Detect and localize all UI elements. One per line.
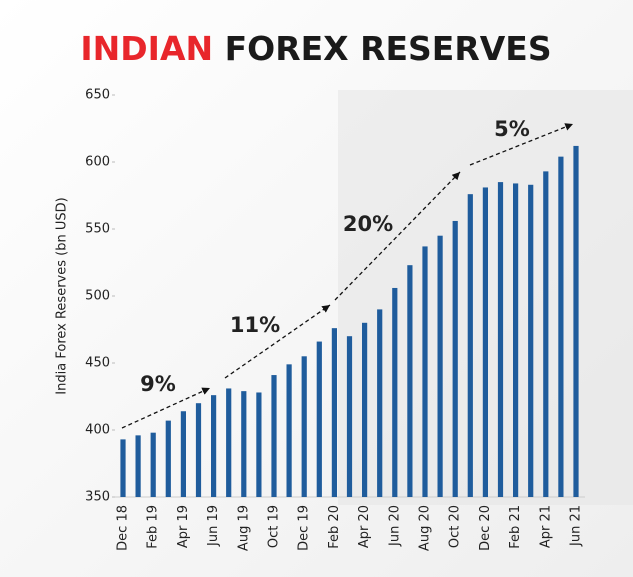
y-tick-label: 650 bbox=[85, 88, 110, 103]
y-axis-label: India Forex Reserves (bn USD) bbox=[55, 197, 70, 394]
bar bbox=[497, 182, 504, 497]
trend-arrow bbox=[469, 123, 574, 166]
bar bbox=[211, 395, 217, 497]
x-tick-label: Aug 19 bbox=[236, 505, 251, 551]
x-tick-label: Jun 20 bbox=[387, 505, 402, 547]
annotation: 20% bbox=[343, 212, 393, 236]
bar bbox=[467, 194, 473, 497]
x-tick-label: Oct 19 bbox=[267, 505, 282, 548]
bar bbox=[331, 328, 337, 497]
x-tick-label: Feb 19 bbox=[146, 505, 161, 549]
bar bbox=[558, 156, 564, 497]
y-tick-label: 400 bbox=[85, 423, 110, 438]
bar bbox=[392, 287, 398, 497]
bar bbox=[271, 375, 277, 497]
bar bbox=[301, 356, 307, 497]
trend-arrow bbox=[121, 387, 211, 429]
x-tick-label: Aug 20 bbox=[418, 505, 433, 551]
title-part: FOREX RESERVES bbox=[225, 29, 552, 68]
y-tick-label: 550 bbox=[85, 222, 110, 237]
bar bbox=[226, 388, 232, 497]
y-tick-label: 500 bbox=[85, 289, 110, 304]
bar bbox=[165, 420, 171, 497]
bar bbox=[195, 403, 202, 497]
x-tick-label: Dec 18 bbox=[116, 505, 131, 551]
x-tick-label: Feb 21 bbox=[508, 505, 523, 549]
bar bbox=[286, 364, 292, 497]
chart-title: INDIAN FOREX RESERVES bbox=[80, 29, 551, 68]
bar bbox=[180, 411, 186, 497]
trend-arrow bbox=[334, 171, 461, 301]
x-tick-label: Dec 20 bbox=[478, 505, 493, 551]
y-tick-label: 350 bbox=[85, 490, 110, 505]
x-tick-label: Oct 20 bbox=[448, 505, 463, 548]
annotation: 9% bbox=[140, 372, 176, 396]
bar bbox=[482, 187, 488, 497]
annotation: 11% bbox=[230, 313, 280, 337]
bar bbox=[120, 439, 126, 497]
bar bbox=[543, 171, 549, 497]
bar bbox=[407, 265, 413, 497]
bar bbox=[513, 183, 519, 497]
bar bbox=[256, 392, 262, 497]
trend-arrow bbox=[224, 304, 331, 379]
x-tick-label: Apr 19 bbox=[176, 505, 191, 548]
bar bbox=[528, 184, 534, 497]
bar bbox=[452, 220, 458, 497]
x-tick-label: Feb 20 bbox=[327, 505, 342, 549]
x-tick-label: Jun 21 bbox=[569, 505, 584, 547]
bar bbox=[316, 341, 322, 497]
annotation: 5% bbox=[494, 117, 530, 141]
bar bbox=[346, 336, 353, 497]
y-tick-label: 600 bbox=[85, 155, 110, 170]
x-tick-label: Dec 19 bbox=[297, 505, 312, 551]
bar bbox=[362, 322, 368, 497]
x-tick-label: Apr 20 bbox=[357, 505, 372, 548]
bar bbox=[241, 391, 247, 497]
title-part: INDIAN bbox=[80, 29, 213, 68]
bar bbox=[135, 435, 141, 497]
bar bbox=[437, 235, 443, 497]
x-tick-label: Jun 19 bbox=[206, 505, 221, 547]
bar bbox=[377, 309, 383, 497]
y-tick-label: 450 bbox=[85, 356, 110, 371]
bar bbox=[422, 246, 428, 497]
x-tick-label: Apr 21 bbox=[538, 505, 553, 548]
bar bbox=[573, 145, 579, 498]
bar bbox=[150, 432, 156, 497]
